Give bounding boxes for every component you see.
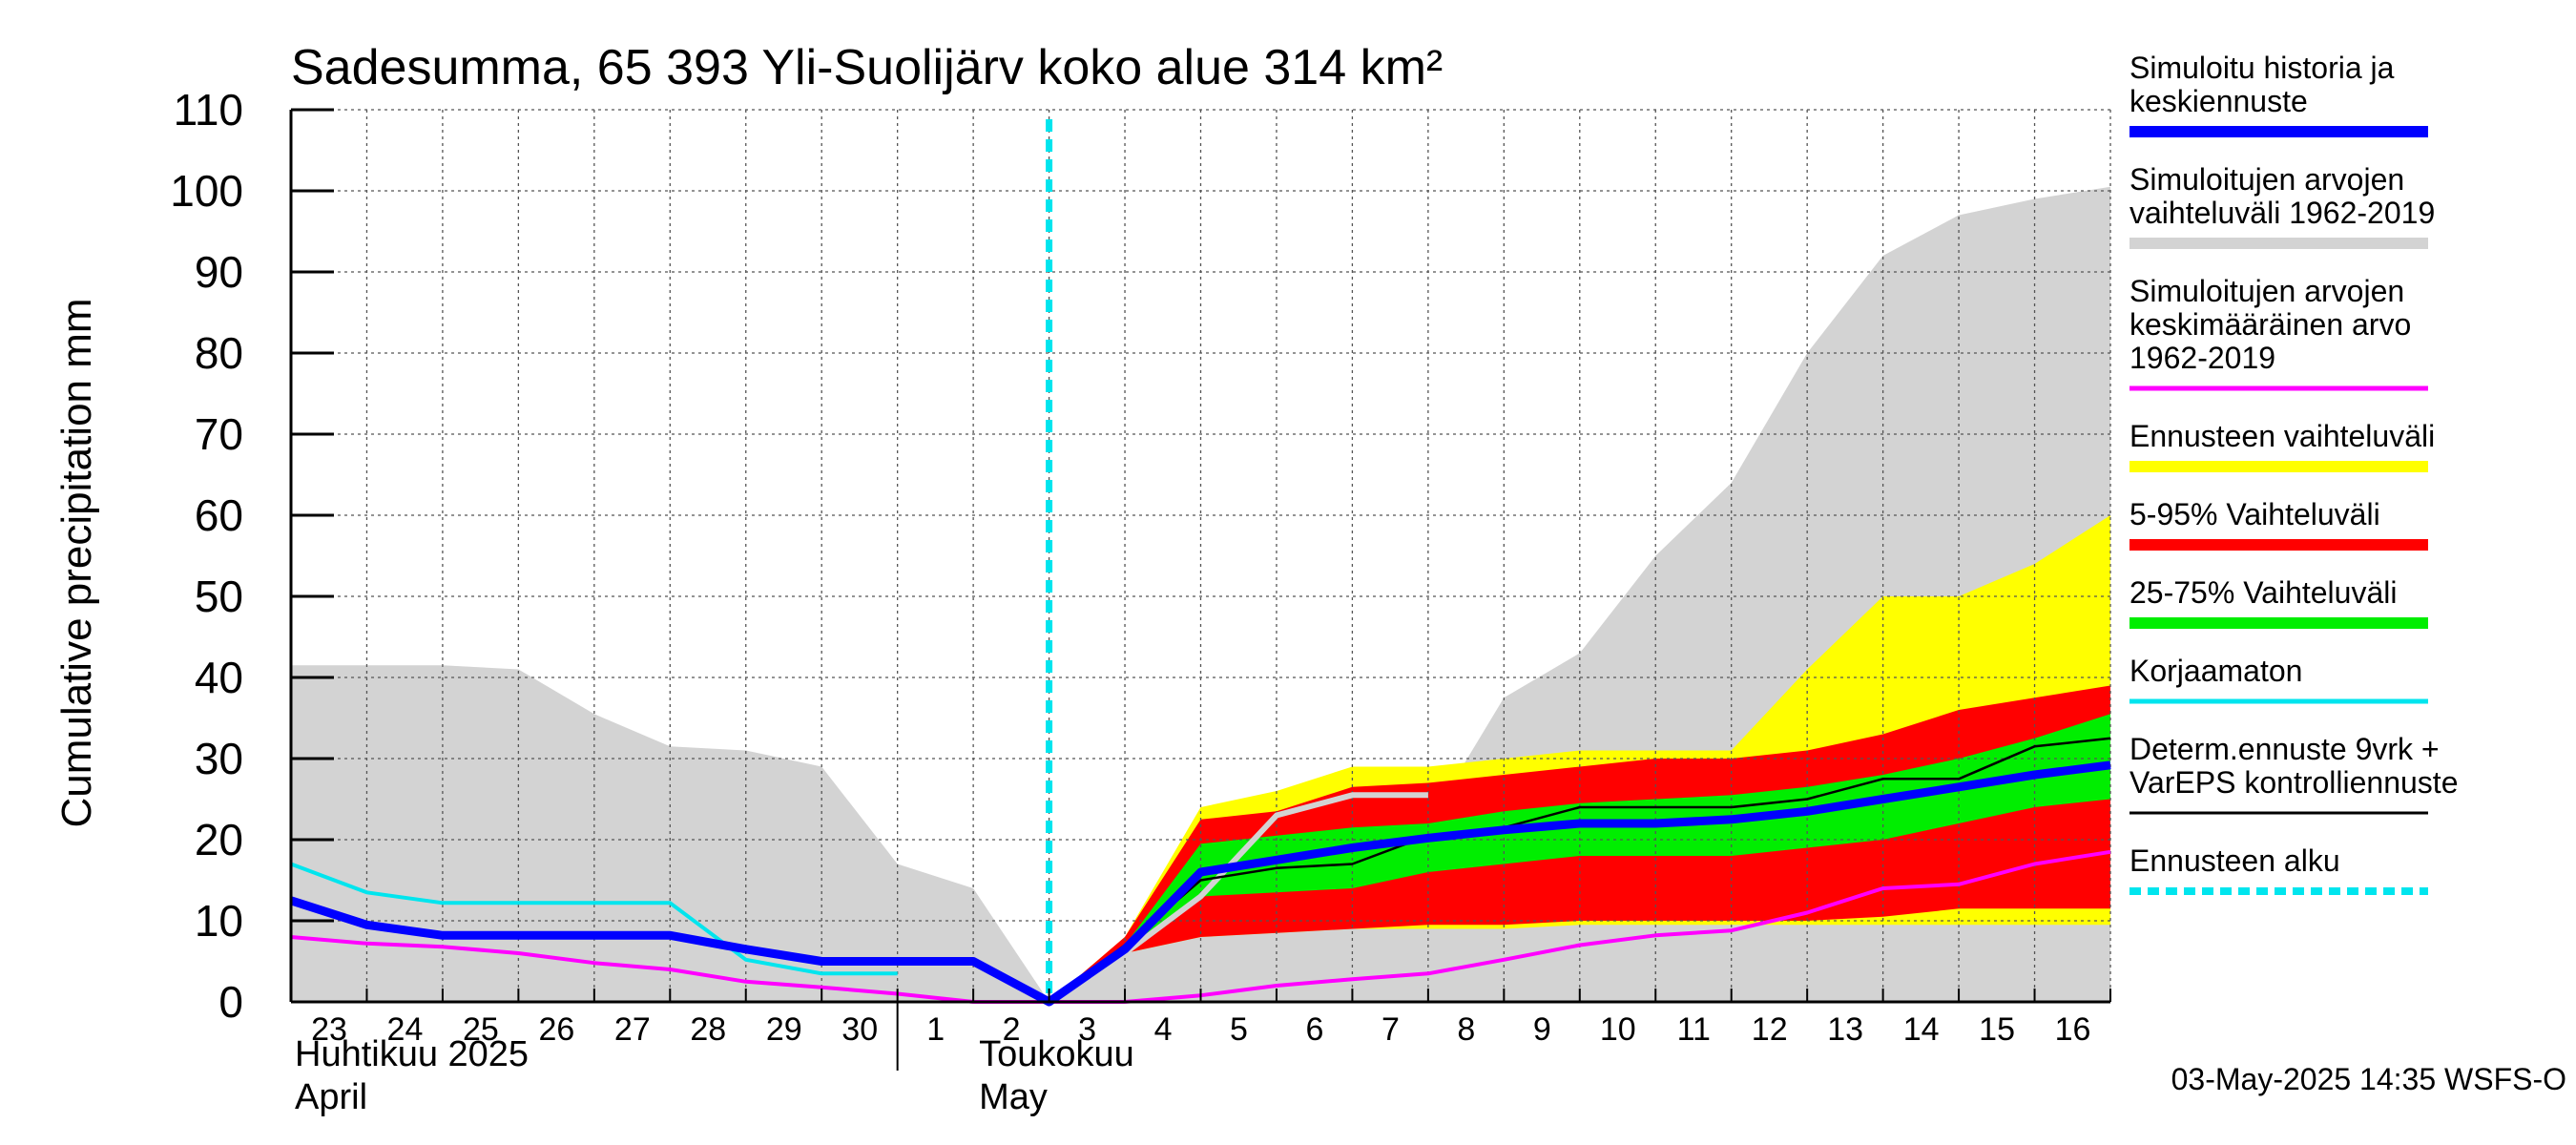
legend-label: VarEPS kontrolliennuste bbox=[2129, 765, 2458, 800]
x-tick-label: 9 bbox=[1533, 1011, 1551, 1048]
x-tick-label: 25 bbox=[463, 1011, 499, 1048]
x-tick-label: 7 bbox=[1381, 1011, 1400, 1048]
legend-label: keskimääräinen arvo bbox=[2129, 307, 2411, 342]
chart-title: Sadesumma, 65 393 Yli-Suolijärv koko alu… bbox=[291, 40, 1443, 95]
y-tick-label: 50 bbox=[195, 572, 243, 621]
legend-label: vaihteluväli 1962-2019 bbox=[2129, 196, 2435, 230]
x-tick-label: 5 bbox=[1230, 1011, 1248, 1048]
legend-item: Korjaamaton bbox=[2129, 654, 2428, 704]
x-tick-label: 26 bbox=[538, 1011, 574, 1048]
y-tick-label: 0 bbox=[218, 977, 243, 1027]
line-simuloitu-historia-ja-keskiennuste bbox=[289, 760, 2111, 1007]
legend-item: 25-75% Vaihteluväli bbox=[2129, 575, 2428, 629]
legend-label: Ennusteen alku bbox=[2129, 843, 2340, 878]
y-tick-label: 60 bbox=[195, 490, 243, 540]
x-tick-label: 23 bbox=[311, 1011, 347, 1048]
x-tick-label: 13 bbox=[1827, 1011, 1863, 1048]
y-tick-label: 80 bbox=[195, 328, 243, 378]
x-tick-label: 10 bbox=[1600, 1011, 1636, 1048]
x-tick-label: 30 bbox=[841, 1011, 878, 1048]
y-tick-label: 20 bbox=[195, 815, 243, 864]
y-tick-label: 100 bbox=[170, 166, 243, 216]
legend-item: Determ.ennuste 9vrk +VarEPS kontrollienn… bbox=[2129, 732, 2458, 815]
legend-label: 1962-2019 bbox=[2129, 341, 2275, 375]
timestamp: 03-May-2025 14:35 WSFS-O bbox=[2171, 1062, 2566, 1096]
x-tick-label: 3 bbox=[1078, 1011, 1096, 1048]
line-korjaamaton bbox=[290, 862, 898, 976]
legend-label: Korjaamaton bbox=[2129, 654, 2302, 688]
month-label-may-fi: Toukokuu bbox=[979, 1034, 1134, 1074]
x-tick-label: 29 bbox=[766, 1011, 802, 1048]
y-tick-label: 10 bbox=[195, 896, 243, 946]
legend-label: Determ.ennuste 9vrk + bbox=[2129, 732, 2440, 766]
month-label-april-fi: Huhtikuu 2025 bbox=[295, 1034, 529, 1074]
x-tick-label: 11 bbox=[1677, 1011, 1711, 1048]
x-tick-label: 15 bbox=[1979, 1011, 2015, 1048]
band-25-75-vaihteluv-li bbox=[1049, 714, 2110, 1002]
legend-item: Ennusteen alku bbox=[2129, 843, 2428, 895]
legend-label: Ennusteen vaihteluväli bbox=[2129, 419, 2435, 453]
x-tick-label: 28 bbox=[690, 1011, 726, 1048]
legend-label: Simuloitujen arvojen bbox=[2129, 274, 2404, 308]
legend: Simuloitu historia jakeskiennusteSimuloi… bbox=[2129, 51, 2458, 895]
y-tick-label: 90 bbox=[195, 247, 243, 297]
month-label-april-en: April bbox=[295, 1077, 367, 1117]
y-tick-label: 70 bbox=[195, 409, 243, 459]
x-tick-label: 12 bbox=[1752, 1011, 1788, 1048]
x-tick-label: 4 bbox=[1154, 1011, 1173, 1048]
x-tick-label: 6 bbox=[1305, 1011, 1323, 1048]
legend-label: Simuloitu historia ja bbox=[2129, 51, 2395, 85]
y-axis-label: Cumulative precipitation mm bbox=[53, 298, 100, 827]
x-tick-label: 24 bbox=[387, 1011, 424, 1048]
y-tick-label: 40 bbox=[195, 653, 243, 702]
x-tick-label: 14 bbox=[1903, 1011, 1940, 1048]
legend-item: Ennusteen vaihteluväli bbox=[2129, 419, 2435, 472]
x-tick-label: 2 bbox=[1003, 1011, 1021, 1048]
legend-label: 25-75% Vaihteluväli bbox=[2129, 575, 2397, 610]
legend-label: 5-95% Vaihteluväli bbox=[2129, 497, 2380, 531]
month-label-may-en: May bbox=[979, 1077, 1048, 1117]
legend-label: keskiennuste bbox=[2129, 84, 2308, 118]
x-tick-label: 8 bbox=[1457, 1011, 1475, 1048]
legend-item: 5-95% Vaihteluväli bbox=[2129, 497, 2428, 551]
grid-group bbox=[290, 109, 2111, 1003]
y-tick-label: 110 bbox=[174, 85, 243, 135]
x-tick-label: 1 bbox=[926, 1011, 945, 1048]
legend-label: Simuloitujen arvojen bbox=[2129, 162, 2404, 197]
x-tick-label: 27 bbox=[614, 1011, 651, 1048]
line-determ-ennuste-9vrk-vareps-kontrolliennuste bbox=[1048, 737, 2111, 1004]
x-tick-label: 16 bbox=[2055, 1011, 2091, 1048]
y-tick-label: 30 bbox=[195, 734, 243, 783]
